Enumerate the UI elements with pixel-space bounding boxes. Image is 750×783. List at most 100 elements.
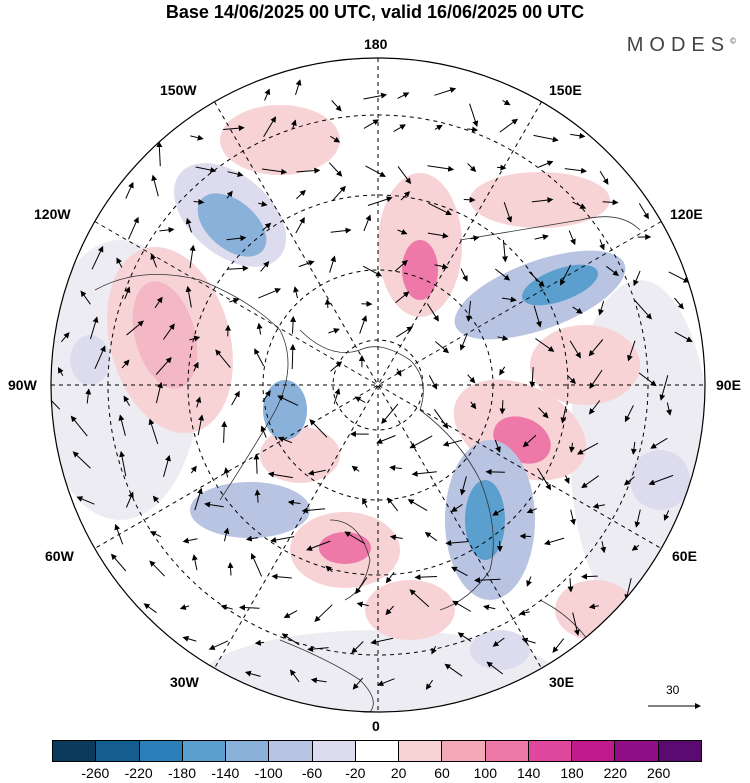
wind-arrow: [295, 79, 302, 96]
wind-arrow: [281, 633, 300, 646]
wind-arrow: [114, 523, 124, 545]
wind-arrow: [467, 163, 477, 173]
wind-arrow: [354, 396, 366, 403]
wind-arrow: [634, 509, 641, 528]
colorbar-swatch: [615, 741, 659, 761]
wind-arrow: [258, 201, 268, 207]
colorbar-swatch: [96, 741, 140, 761]
colorbar-tick-label: -100: [254, 765, 283, 781]
wind-arrow: [220, 604, 233, 611]
wind-arrow: [465, 300, 472, 322]
wind-arrow: [118, 414, 126, 436]
wind-arrow: [411, 470, 437, 477]
wind-arrow: [397, 92, 410, 99]
wind-arrow: [151, 174, 159, 197]
wind-arrow: [149, 531, 162, 538]
wind-arrow: [588, 400, 601, 415]
wind-arrow: [289, 343, 296, 370]
brand-logo: MODES©: [626, 34, 736, 56]
wind-arrow: [195, 396, 202, 408]
colorbar-swatch: [658, 741, 701, 761]
wind-arrow: [569, 340, 581, 359]
colorbar-swatch: [572, 741, 616, 761]
wind-arrow: [459, 476, 467, 496]
wind-arrow: [223, 125, 245, 132]
wind-arrow: [605, 265, 619, 277]
wind-arrow: [329, 162, 343, 177]
colorbar-swatch: [528, 741, 573, 761]
wind-arrow: [385, 571, 395, 584]
wind-arrow: [592, 502, 605, 509]
wind-arrow: [121, 359, 130, 369]
wind-arrow: [110, 553, 127, 572]
wind-arrow: [581, 475, 599, 489]
wind-arrow: [570, 509, 576, 526]
wind-arrow: [634, 300, 652, 320]
wind-arrow: [599, 239, 605, 251]
wind-arrow: [182, 537, 198, 544]
wind-arrow: [659, 375, 669, 401]
wind-arrow: [494, 439, 501, 453]
wind-arrow: [424, 531, 438, 542]
colorbar-tick-label: 180: [560, 765, 584, 781]
wind-arrow: [600, 541, 607, 554]
wind-arrow: [442, 439, 463, 447]
wind-arrow: [116, 257, 123, 268]
wind-arrow: [497, 335, 509, 341]
wind-arrow: [155, 381, 163, 404]
wind-arrow: [293, 286, 299, 299]
wind-arrow: [91, 245, 104, 270]
wind-arrow: [492, 508, 505, 516]
wind-arrow: [638, 203, 649, 220]
wind-arrow: [674, 297, 684, 310]
wind-arrow: [535, 338, 555, 352]
graticule: [51, 58, 705, 712]
wind-arrow: [630, 441, 637, 455]
wind-arrow: [307, 646, 329, 653]
wind-arrow: [162, 323, 175, 340]
wind-arrow: [624, 405, 634, 423]
wind-arrow: [560, 264, 572, 286]
wind-arrow: [149, 560, 166, 577]
wind-arrow: [193, 361, 199, 372]
wind-arrow: [325, 565, 333, 573]
wind-arrow: [301, 507, 326, 514]
wind-arrow: [159, 226, 175, 233]
lon-label-60w: 60W: [45, 548, 74, 564]
wind-arrow: [190, 465, 197, 474]
wind-arrow: [194, 487, 203, 511]
wind-arrow: [409, 589, 430, 608]
wind-arrow: [528, 271, 545, 287]
wind-arrow: [526, 507, 537, 514]
wind-arrow: [463, 196, 476, 203]
colorbar-tick-label: 220: [603, 765, 628, 781]
wind-arrow: [519, 609, 530, 616]
wind-arrow: [581, 573, 598, 580]
colorbar-tick-label: 20: [390, 765, 407, 781]
map-boundary: [50, 57, 706, 713]
wind-arrow: [72, 451, 91, 469]
wind-arrow: [290, 119, 297, 129]
wind-arrow: [663, 510, 670, 521]
wind-arrow: [568, 442, 575, 453]
colorbar-tick-label: 100: [473, 765, 498, 781]
wind-arrow: [261, 168, 288, 175]
wind-arrow: [470, 401, 477, 410]
lon-label-150e: 150E: [549, 82, 582, 98]
wind-arrow: [452, 600, 472, 612]
wind-arrow: [469, 103, 479, 127]
wind-arrow: [494, 268, 511, 281]
wind-arrow: [260, 425, 267, 438]
wind-arrow: [428, 202, 452, 216]
wind-arrow: [631, 544, 640, 551]
wind-arrow: [80, 290, 91, 305]
wind-arrow: [363, 119, 380, 129]
wind-arrow: [197, 414, 205, 436]
map-title: Base 14/06/2025 00 UTC, valid 16/06/2025…: [165, 2, 585, 22]
wind-arrow: [223, 467, 230, 478]
wind-arrow: [414, 574, 437, 581]
wind-arrow: [253, 453, 260, 474]
wind-arrow: [501, 239, 508, 263]
wind-arrow: [330, 227, 352, 234]
wind-arrow: [623, 476, 635, 486]
